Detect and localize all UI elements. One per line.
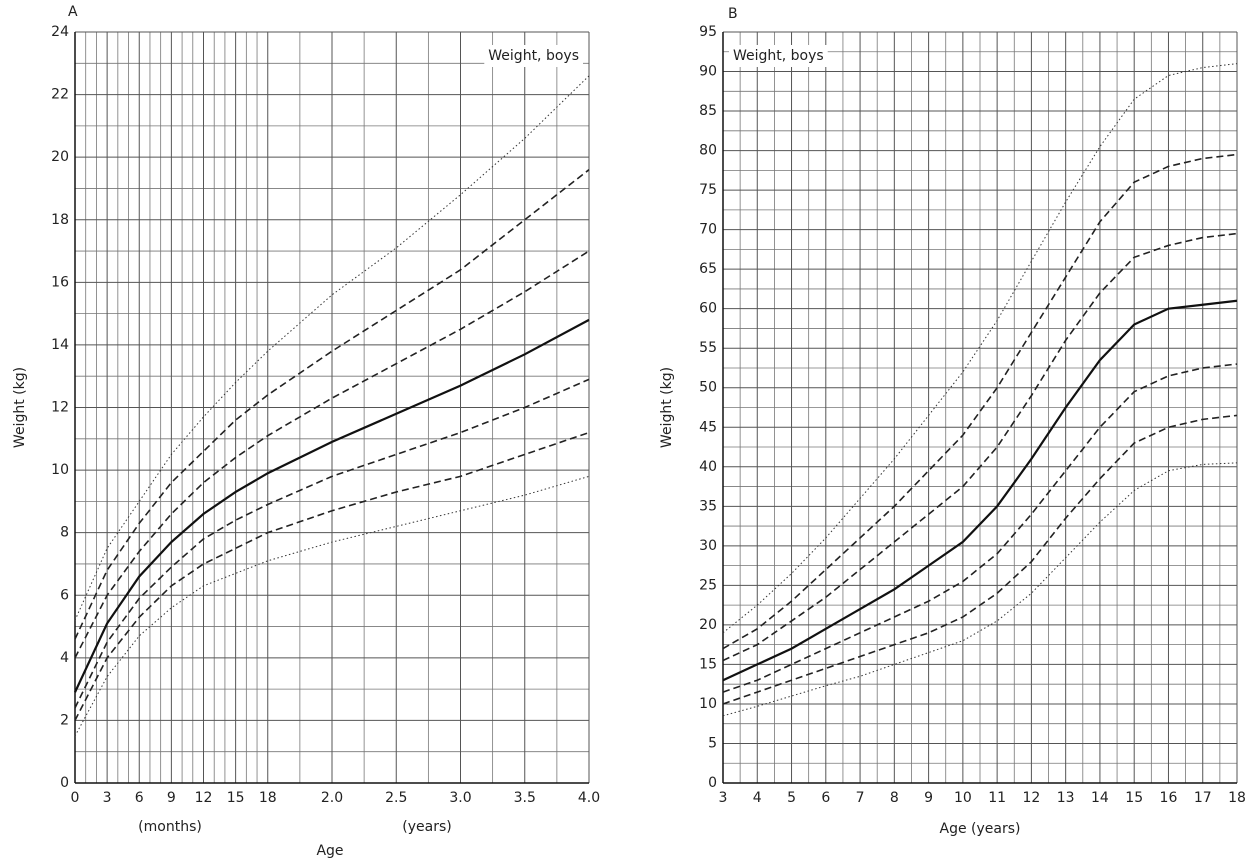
y-tick-label: 20: [699, 617, 717, 633]
y-tick-label: 35: [699, 498, 717, 514]
panel-label: A: [68, 4, 78, 20]
x-tick-label: 14: [1091, 790, 1109, 806]
x-tick-label: 5: [787, 790, 796, 806]
y-tick-label: 10: [51, 462, 69, 478]
x-tick-label: 3.5: [514, 790, 536, 806]
y-tick-label: 18: [51, 212, 69, 228]
percentile-line: [74, 75, 590, 621]
y-tick-label: 80: [699, 143, 717, 159]
x-tick-label: 12: [1022, 790, 1040, 806]
x-tick-label: 16: [1160, 790, 1178, 806]
y-tick-label: 0: [708, 775, 717, 791]
y-tick-label: 2: [60, 712, 69, 728]
y-tick-label: 45: [699, 419, 717, 435]
x-axis-label: Age (years): [940, 821, 1021, 837]
y-tick-label: 6: [60, 587, 69, 603]
x-tick-label: 7: [856, 790, 865, 806]
x-tick-label: 6: [135, 790, 144, 806]
x-tick-label: 2.0: [321, 790, 343, 806]
x-tick-label: 9: [924, 790, 933, 806]
percentile-line: [74, 431, 590, 721]
y-tick-label: 10: [699, 696, 717, 712]
percentile-line: [722, 363, 1238, 693]
percentile-line: [722, 232, 1238, 662]
x-axis-label: Age: [316, 843, 343, 859]
x-axis-note: (months): [138, 819, 202, 835]
y-tick-label: 12: [51, 400, 69, 416]
annotation: Weight, boys: [733, 48, 824, 64]
y-tick-label: 70: [699, 222, 717, 238]
y-tick-label: 25: [699, 577, 717, 593]
percentile-line: [722, 462, 1238, 717]
x-tick-label: 9: [167, 790, 176, 806]
x-tick-label: 8: [890, 790, 899, 806]
y-tick-label: 15: [699, 656, 717, 672]
y-tick-label: 60: [699, 301, 717, 317]
y-tick-label: 85: [699, 103, 717, 119]
x-tick-label: 12: [195, 790, 213, 806]
y-tick-label: 16: [51, 274, 69, 290]
y-tick-label: 14: [51, 337, 69, 353]
x-tick-label: 18: [259, 790, 277, 806]
y-axis-label: Weight (kg): [12, 367, 28, 448]
y-tick-label: 55: [699, 340, 717, 356]
y-axis-label: Weight (kg): [659, 367, 675, 448]
percentile-line: [722, 414, 1238, 705]
x-tick-label: 18: [1228, 790, 1246, 806]
panel-label: B: [728, 6, 738, 22]
percentile-line: [74, 475, 590, 737]
annotation: Weight, boys: [488, 48, 579, 64]
y-tick-label: 30: [699, 538, 717, 554]
x-tick-label: 0: [71, 790, 80, 806]
x-tick-label: 15: [1125, 790, 1143, 806]
y-tick-label: 22: [51, 87, 69, 103]
x-tick-label: 3: [719, 790, 728, 806]
x-tick-label: 11: [988, 790, 1006, 806]
percentile-line: [74, 169, 590, 640]
x-tick-label: 3: [103, 790, 112, 806]
percentile-line: [74, 250, 590, 659]
x-tick-label: 13: [1057, 790, 1075, 806]
y-tick-label: 24: [51, 24, 69, 40]
x-tick-label: 4.0: [578, 790, 600, 806]
y-tick-label: 95: [699, 24, 717, 40]
annotation-bg: [729, 45, 828, 67]
x-tick-label: 6: [821, 790, 830, 806]
y-tick-label: 40: [699, 459, 717, 475]
y-tick-label: 75: [699, 182, 717, 198]
percentile-line: [722, 299, 1238, 682]
y-tick-label: 20: [51, 149, 69, 165]
x-tick-label: 3.0: [449, 790, 471, 806]
x-tick-label: 4: [753, 790, 762, 806]
y-tick-label: 8: [60, 525, 69, 541]
x-tick-label: 2.5: [385, 790, 407, 806]
x-tick-label: 10: [954, 790, 972, 806]
x-tick-label: 17: [1194, 790, 1212, 806]
annotation-bg: [484, 45, 583, 67]
x-axis-note: (years): [402, 819, 451, 835]
y-tick-label: 50: [699, 380, 717, 396]
y-tick-label: 0: [60, 775, 69, 791]
y-tick-label: 65: [699, 261, 717, 277]
y-tick-label: 4: [60, 650, 69, 666]
x-tick-label: 15: [227, 790, 245, 806]
percentile-line: [74, 318, 590, 693]
y-tick-label: 90: [699, 64, 717, 80]
percentile-line: [74, 378, 590, 709]
y-tick-label: 5: [708, 735, 717, 751]
